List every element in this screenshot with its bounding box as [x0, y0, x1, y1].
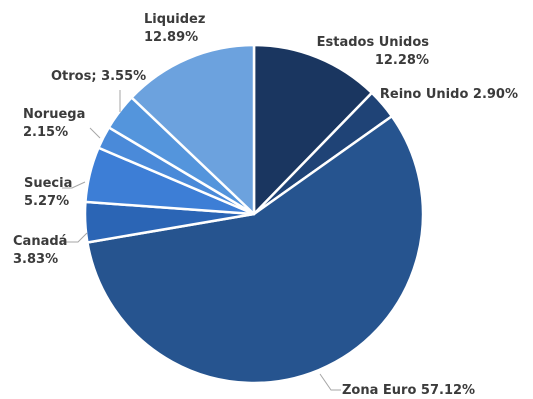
data-label-reino-unido: Reino Unido 2.90%	[380, 87, 518, 102]
data-label-otros: Otros; 3.55%	[51, 69, 146, 84]
leader-line-canada	[63, 232, 88, 243]
data-label-suecia: Suecia 5.27%	[24, 176, 72, 209]
data-label-estados-unidos: Estados Unidos 12.28%	[317, 35, 430, 68]
leader-line-noruega	[89, 127, 101, 139]
data-labels: Estados Unidos 12.28% Reino Unido 2.90% Zon…	[13, 12, 518, 398]
pie-slice-zona-euro	[86, 114, 425, 385]
pie-slices	[83, 43, 425, 385]
data-label-noruega: Noruega 2.15%	[23, 107, 85, 140]
pie-slice-liquidez	[130, 43, 256, 216]
data-label-liquidez: Liquidez 12.89%	[144, 12, 205, 45]
leader-line-suecia	[62, 181, 86, 189]
data-label-canada: Canadá 3.83%	[13, 234, 67, 267]
leader-line-zona-euro	[319, 373, 341, 391]
leader-lines	[62, 90, 341, 391]
data-label-zona-euro: Zona Euro 57.12%	[342, 383, 475, 395]
pie-slice-estados-unidos	[252, 43, 374, 216]
